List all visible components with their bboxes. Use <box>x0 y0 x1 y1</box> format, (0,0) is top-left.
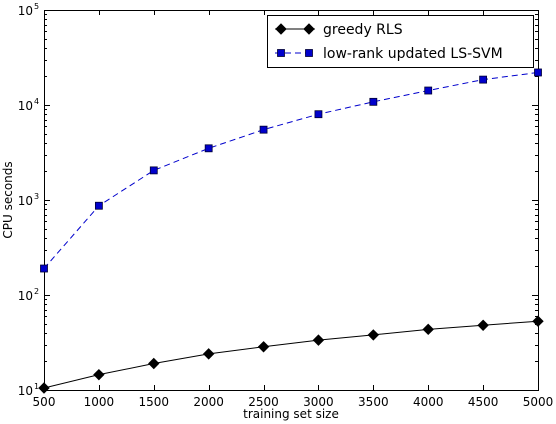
legend-box <box>267 15 534 68</box>
data-point <box>479 75 488 84</box>
x-tick-label: 3500 <box>358 395 389 409</box>
data-point <box>93 368 105 381</box>
y-tick-label: 10 <box>18 384 33 398</box>
y-tick-exponent: 2 <box>34 287 39 296</box>
data-point <box>422 323 434 336</box>
series-low-rank-ls-svm <box>40 68 542 273</box>
data-point <box>312 334 325 346</box>
x-tick-label: 500 <box>33 395 56 409</box>
y-tick-label: 10 <box>18 4 33 18</box>
data-point <box>477 319 489 331</box>
legend-marker <box>275 23 287 35</box>
y-tick-exponent: 1 <box>34 382 39 391</box>
y-tick-label: 10 <box>18 194 33 208</box>
data-point <box>259 125 268 134</box>
data-point <box>149 166 158 175</box>
y-tick-label: 10 <box>18 289 33 303</box>
y-tick-label: 10 <box>18 99 33 113</box>
data-point <box>534 68 542 77</box>
data-point <box>38 382 50 394</box>
x-tick-label: 4500 <box>468 395 499 409</box>
y-tick-exponent: 3 <box>34 192 39 201</box>
data-point <box>94 201 103 210</box>
x-tick-label: 5000 <box>523 395 554 409</box>
x-axis-ticks: 500 1000 1500 2000 2500 3000 3500 4000 4500 5000 <box>33 10 554 409</box>
x-tick-label: 4000 <box>413 395 444 409</box>
x-tick-label: 2500 <box>248 395 279 409</box>
legend-marker <box>305 49 313 57</box>
x-tick-label: 1000 <box>84 395 115 409</box>
legend-marker <box>277 49 285 57</box>
y-axis-title: CPU seconds <box>1 161 15 238</box>
series-line <box>43 320 539 389</box>
data-point <box>204 144 213 153</box>
series-greedy-rls <box>38 315 544 394</box>
series-layer <box>38 68 544 394</box>
data-point <box>202 348 215 360</box>
data-point <box>40 264 48 273</box>
x-tick-label: 2000 <box>193 395 224 409</box>
x-tick-label: 1500 <box>139 395 170 409</box>
y-tick-exponent: 5 <box>34 2 39 11</box>
data-point <box>424 86 433 95</box>
legend-marker <box>303 23 315 35</box>
legend: greedy RLS low-rank updated LS-SVM <box>267 15 534 68</box>
series-line <box>43 71 539 269</box>
x-tick-label: 3000 <box>303 395 334 409</box>
legend-label: low-rank updated LS-SVM <box>323 46 503 62</box>
legend-label: greedy RLS <box>323 22 403 38</box>
data-point <box>314 110 323 119</box>
y-tick-exponent: 4 <box>34 97 39 106</box>
data-point <box>369 97 378 106</box>
data-point <box>367 329 380 341</box>
data-point <box>532 315 544 327</box>
x-axis-title: training set size <box>243 407 339 421</box>
data-point <box>148 357 160 370</box>
data-point <box>257 341 270 353</box>
